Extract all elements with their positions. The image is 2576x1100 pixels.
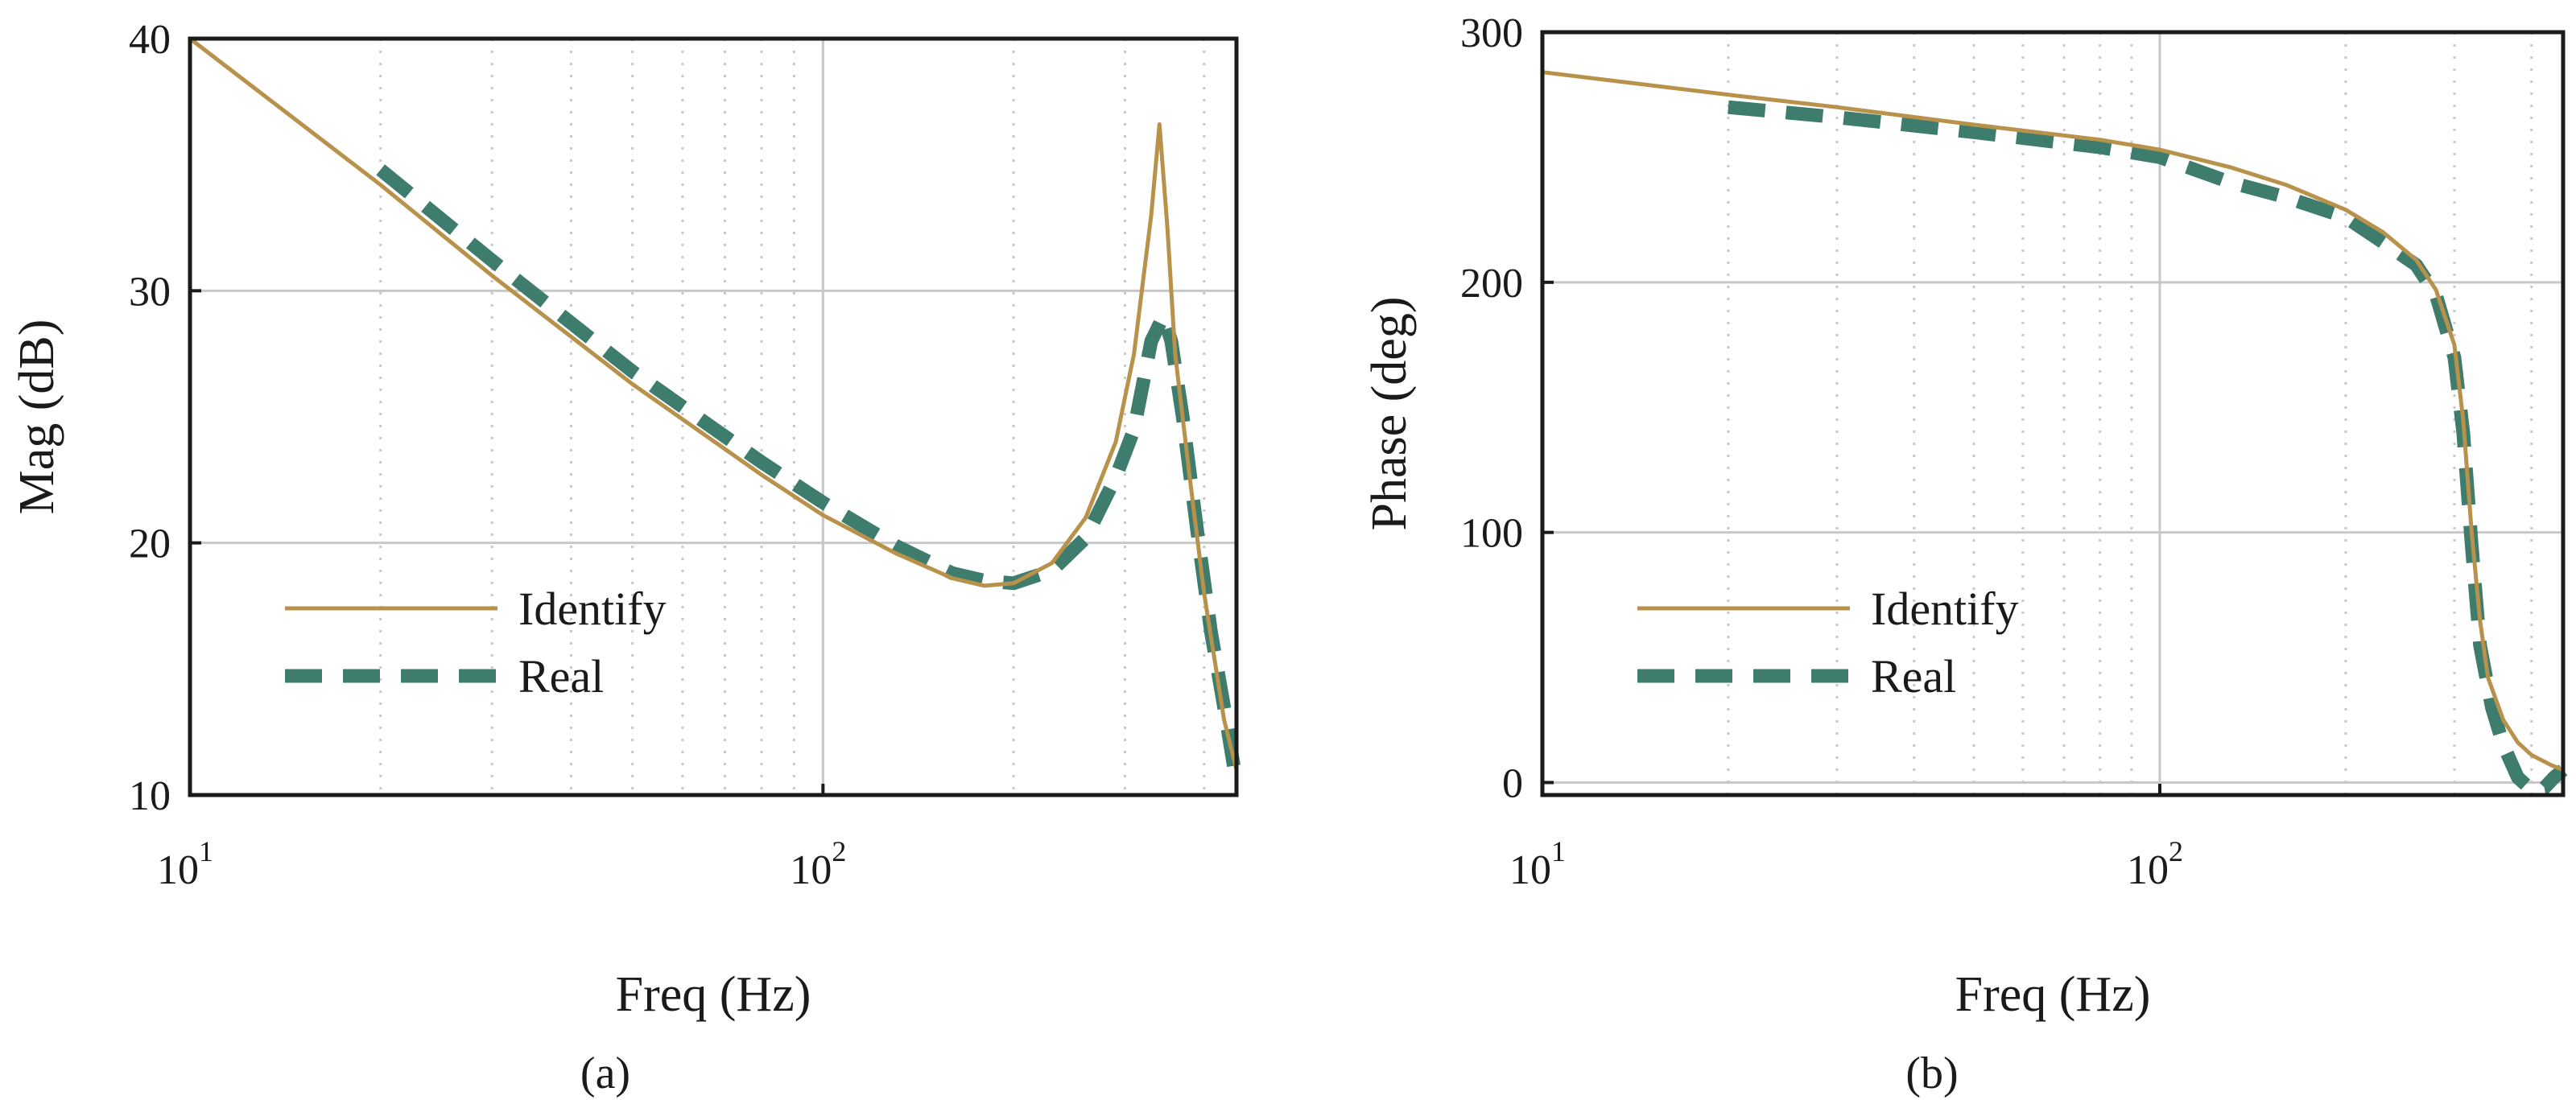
x-tick-exponent: 2 [832, 835, 846, 867]
legend-a: Identify Real [285, 583, 667, 702]
x-axis-label-a: Freq (Hz) [616, 967, 811, 1022]
x-ticks-b: 101 102 [1509, 784, 2183, 893]
plot-lines-a [188, 37, 1244, 784]
y-tick-label: 30 [129, 269, 171, 315]
x-tick-label: 102 [790, 835, 846, 893]
series-line-real [376, 164, 1244, 784]
y-tick-label: 100 [1460, 511, 1523, 557]
y-ticks-b: 0 100 200 300 [1460, 10, 1554, 806]
x-axis-label-b: Freq (Hz) [1955, 967, 2151, 1022]
y-tick-label: 0 [1502, 760, 1523, 806]
y-axis-label-b: Phase (deg) [1362, 297, 1417, 531]
x-ticks-a: 101 102 [157, 784, 846, 893]
y-tick-label: 300 [1460, 10, 1523, 56]
panel-mag: 10 20 30 40 101 102 Mag (dB) Freq (Hz) (a) I… [10, 17, 1244, 1098]
x-tick-label: 101 [157, 835, 213, 893]
y-tick-label: 40 [129, 17, 171, 63]
series-line-identify [188, 37, 1239, 771]
legend-label-real-b: Real [1871, 650, 1956, 702]
x-tick-exponent: 1 [199, 835, 213, 867]
legend-label-real-a: Real [518, 650, 604, 702]
y-tick-label: 10 [129, 773, 171, 819]
plot-lines-b [1542, 70, 2568, 797]
plot-frame-a [188, 36, 1239, 797]
series-line-real [1728, 100, 2568, 797]
x-tick-exponent: 2 [2169, 835, 2183, 867]
y-ticks-a: 10 20 30 40 [129, 17, 201, 819]
legend-label-identify-a: Identify [518, 583, 667, 635]
y-axis-label-a: Mag (dB) [10, 319, 64, 515]
caption-a: (a) [580, 1049, 630, 1098]
x-tick-label: 102 [2127, 835, 2183, 893]
legend-b: Identify Real [1637, 583, 2019, 702]
legend-label-identify-b: Identify [1871, 583, 2019, 635]
x-tick-label: 101 [1509, 835, 1566, 893]
x-tick-exponent: 1 [1551, 835, 1566, 867]
plot-frame-b [1540, 30, 2566, 797]
caption-b: (b) [1905, 1049, 1958, 1098]
y-tick-label: 20 [129, 521, 171, 567]
series-line-identify [1542, 70, 2564, 772]
y-tick-label: 200 [1460, 261, 1523, 307]
